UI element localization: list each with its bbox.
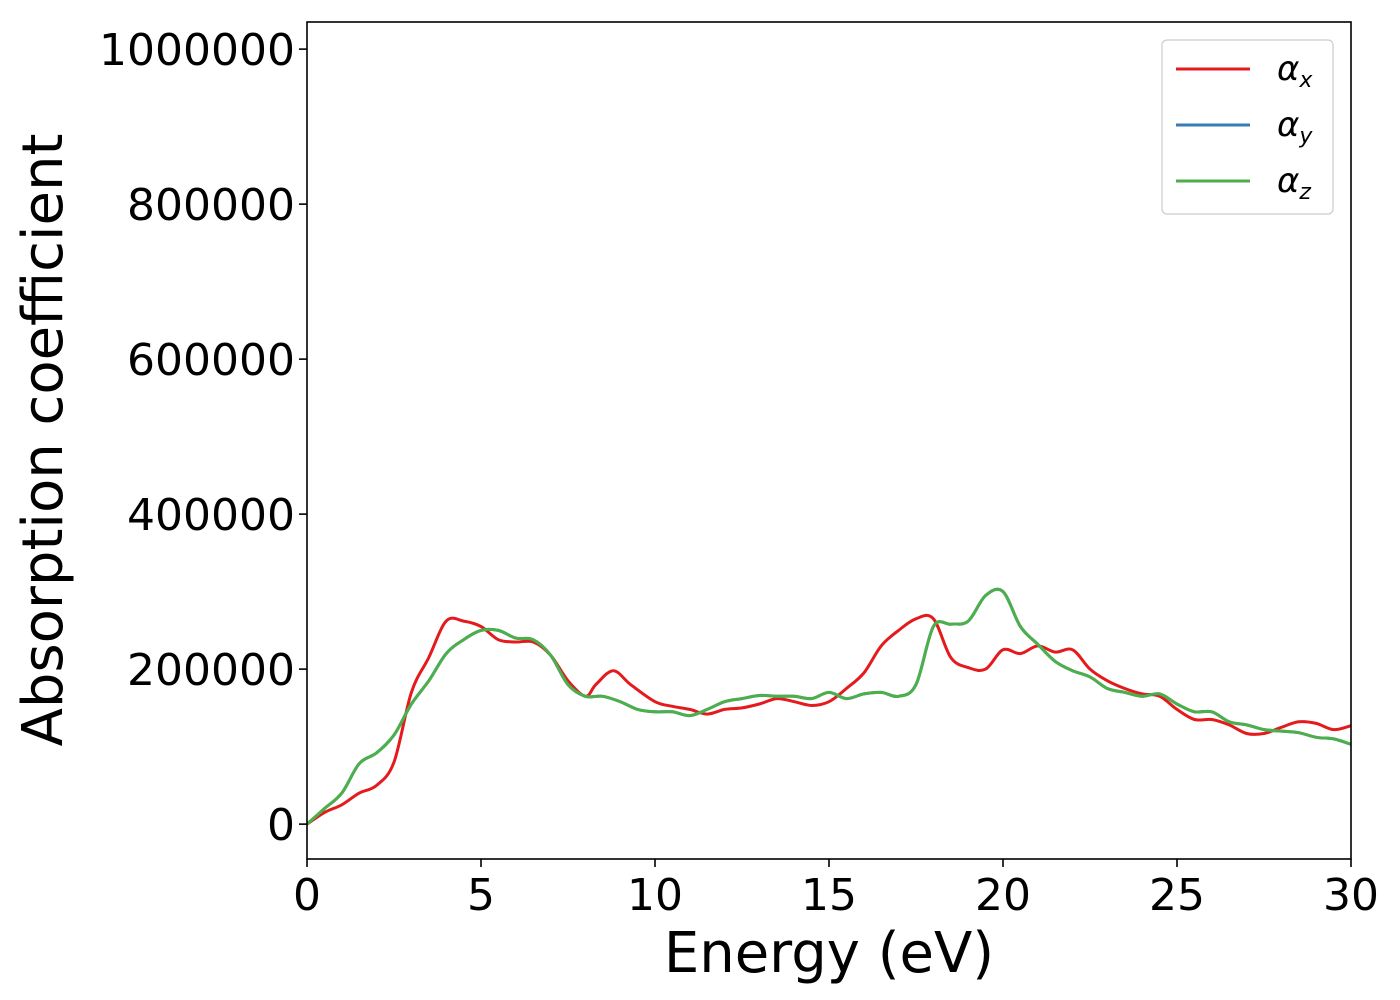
legend: αx αy αz [1161,39,1334,215]
legend-box [1161,39,1334,215]
x-tick-label: 10 [627,870,683,921]
y-tick-label: 600000 [127,335,295,386]
x-tick-label: 5 [467,870,495,921]
x-tick-label: 25 [1149,870,1205,921]
x-tick-label: 0 [293,870,321,921]
y-tick-label: 800000 [127,180,295,231]
legend-label-z: αz [1277,161,1311,205]
y-tick-label: 400000 [127,490,295,541]
y-axis-title: Absorption coefficient [11,134,76,747]
legend-label-y: αy [1277,105,1313,149]
x-axis-title: Energy (eV) [664,921,994,986]
y-tick-label: 0 [267,800,295,851]
series-layer [307,587,1351,826]
y-tick-label: 200000 [127,645,295,696]
x-tick-label: 30 [1323,870,1379,921]
x-tick-label: 20 [975,870,1031,921]
x-tick-label: 15 [801,870,857,921]
legend-label-x: αx [1277,49,1313,93]
x-axis-ticks: 0 5 10 15 20 25 30 [293,859,1379,921]
series-line-x [307,613,1351,826]
series-line-z [307,587,1351,826]
y-tick-label: 1000000 [99,25,295,76]
y-axis-ticks: 0 200000 400000 600000 800000 1000000 [99,25,307,851]
